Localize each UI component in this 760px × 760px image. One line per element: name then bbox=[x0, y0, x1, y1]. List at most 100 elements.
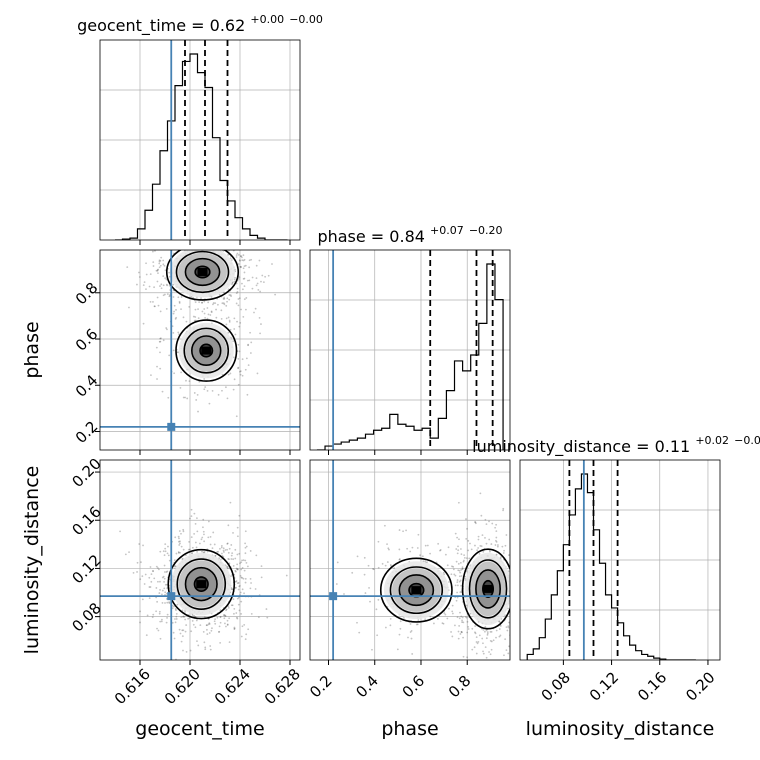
sample-point bbox=[239, 259, 241, 262]
sample-point bbox=[501, 545, 504, 548]
sample-point bbox=[172, 349, 175, 352]
sample-point bbox=[209, 536, 212, 538]
sample-point bbox=[158, 340, 161, 343]
sample-point bbox=[165, 571, 168, 573]
sample-point bbox=[150, 374, 152, 376]
sample-point bbox=[524, 610, 526, 612]
sample-point bbox=[377, 566, 380, 569]
sample-point bbox=[495, 536, 498, 539]
sample-point bbox=[523, 533, 525, 535]
sample-point bbox=[249, 587, 252, 590]
sample-point bbox=[533, 595, 535, 597]
sample-point bbox=[158, 262, 161, 265]
sample-point bbox=[208, 402, 211, 405]
sample-point bbox=[233, 317, 236, 320]
sample-point bbox=[461, 567, 464, 570]
sample-point bbox=[190, 247, 192, 249]
sample-point bbox=[239, 373, 242, 376]
sample-point bbox=[474, 521, 476, 523]
sample-point bbox=[235, 292, 238, 294]
sample-point bbox=[157, 629, 160, 632]
sample-point bbox=[141, 598, 144, 601]
sample-point bbox=[226, 300, 228, 303]
sample-point bbox=[402, 617, 405, 619]
sample-point bbox=[175, 609, 177, 611]
sample-point bbox=[415, 623, 418, 626]
sample-point bbox=[533, 595, 535, 597]
sample-point bbox=[181, 609, 184, 612]
sample-point bbox=[233, 356, 235, 359]
sample-point bbox=[244, 581, 247, 584]
sample-point bbox=[216, 231, 218, 233]
sample-point bbox=[239, 265, 242, 268]
sample-point bbox=[514, 509, 516, 511]
sample-point bbox=[165, 327, 168, 329]
axis-labels-layer: geocent_time phase luminosity_distance p… bbox=[21, 321, 714, 740]
sample-point bbox=[238, 276, 241, 279]
sample-point bbox=[166, 328, 168, 331]
sample-point bbox=[233, 328, 236, 330]
sample-point bbox=[178, 537, 180, 540]
sample-point bbox=[145, 288, 147, 291]
sample-point bbox=[232, 209, 234, 211]
sample-point bbox=[202, 518, 205, 521]
sample-point bbox=[156, 280, 159, 283]
sample-point bbox=[409, 550, 412, 553]
sample-point bbox=[376, 634, 379, 637]
sample-point bbox=[495, 629, 498, 632]
sample-point bbox=[174, 536, 177, 539]
sample-point bbox=[507, 652, 510, 655]
sample-point bbox=[192, 623, 195, 626]
sample-point bbox=[173, 372, 176, 375]
sample-point bbox=[173, 559, 176, 562]
sample-point bbox=[255, 284, 258, 287]
sample-point bbox=[187, 617, 190, 620]
sample-point bbox=[513, 608, 515, 610]
sample-point bbox=[241, 288, 244, 291]
sample-point bbox=[180, 616, 183, 618]
sample-point bbox=[234, 587, 237, 589]
sample-point bbox=[218, 246, 220, 248]
sample-point bbox=[166, 601, 169, 604]
sample-point bbox=[463, 556, 466, 559]
sample-point bbox=[532, 593, 534, 595]
ytick-label-phase-1: 0.4 bbox=[72, 371, 102, 401]
sample-point bbox=[223, 225, 225, 227]
sample-point bbox=[510, 591, 512, 593]
sample-point bbox=[164, 602, 166, 604]
sample-point bbox=[203, 308, 206, 310]
sample-point bbox=[238, 247, 240, 249]
sample-point bbox=[465, 557, 468, 560]
sample-point bbox=[458, 538, 460, 541]
sample-point bbox=[475, 636, 478, 639]
sample-point bbox=[516, 641, 518, 643]
sample-point bbox=[175, 308, 177, 311]
sample-point bbox=[153, 286, 155, 289]
sample-point bbox=[197, 410, 199, 413]
sample-point bbox=[164, 547, 167, 550]
contour-0-1 bbox=[468, 559, 508, 619]
sample-point bbox=[453, 573, 456, 576]
sample-point bbox=[236, 535, 239, 538]
sample-point bbox=[200, 297, 202, 300]
sample-point bbox=[247, 343, 250, 346]
sample-point bbox=[481, 637, 484, 640]
sample-point bbox=[475, 641, 478, 643]
sample-point bbox=[492, 639, 495, 642]
sample-point bbox=[244, 577, 247, 580]
sample-point bbox=[469, 542, 471, 545]
sample-point bbox=[119, 530, 121, 533]
sample-point bbox=[477, 538, 480, 541]
sample-point bbox=[474, 631, 476, 634]
sample-point bbox=[494, 544, 497, 546]
frame-geocent-time-phase bbox=[99, 249, 301, 451]
sample-point bbox=[115, 246, 117, 248]
xtick-label-phase-1: 0.4 bbox=[352, 672, 382, 702]
sample-point bbox=[190, 295, 193, 298]
sample-point bbox=[241, 282, 243, 285]
sample-point bbox=[197, 240, 199, 242]
sample-point bbox=[156, 269, 159, 272]
sample-point bbox=[234, 276, 236, 279]
sample-point bbox=[223, 617, 226, 620]
sample-point bbox=[157, 268, 160, 271]
